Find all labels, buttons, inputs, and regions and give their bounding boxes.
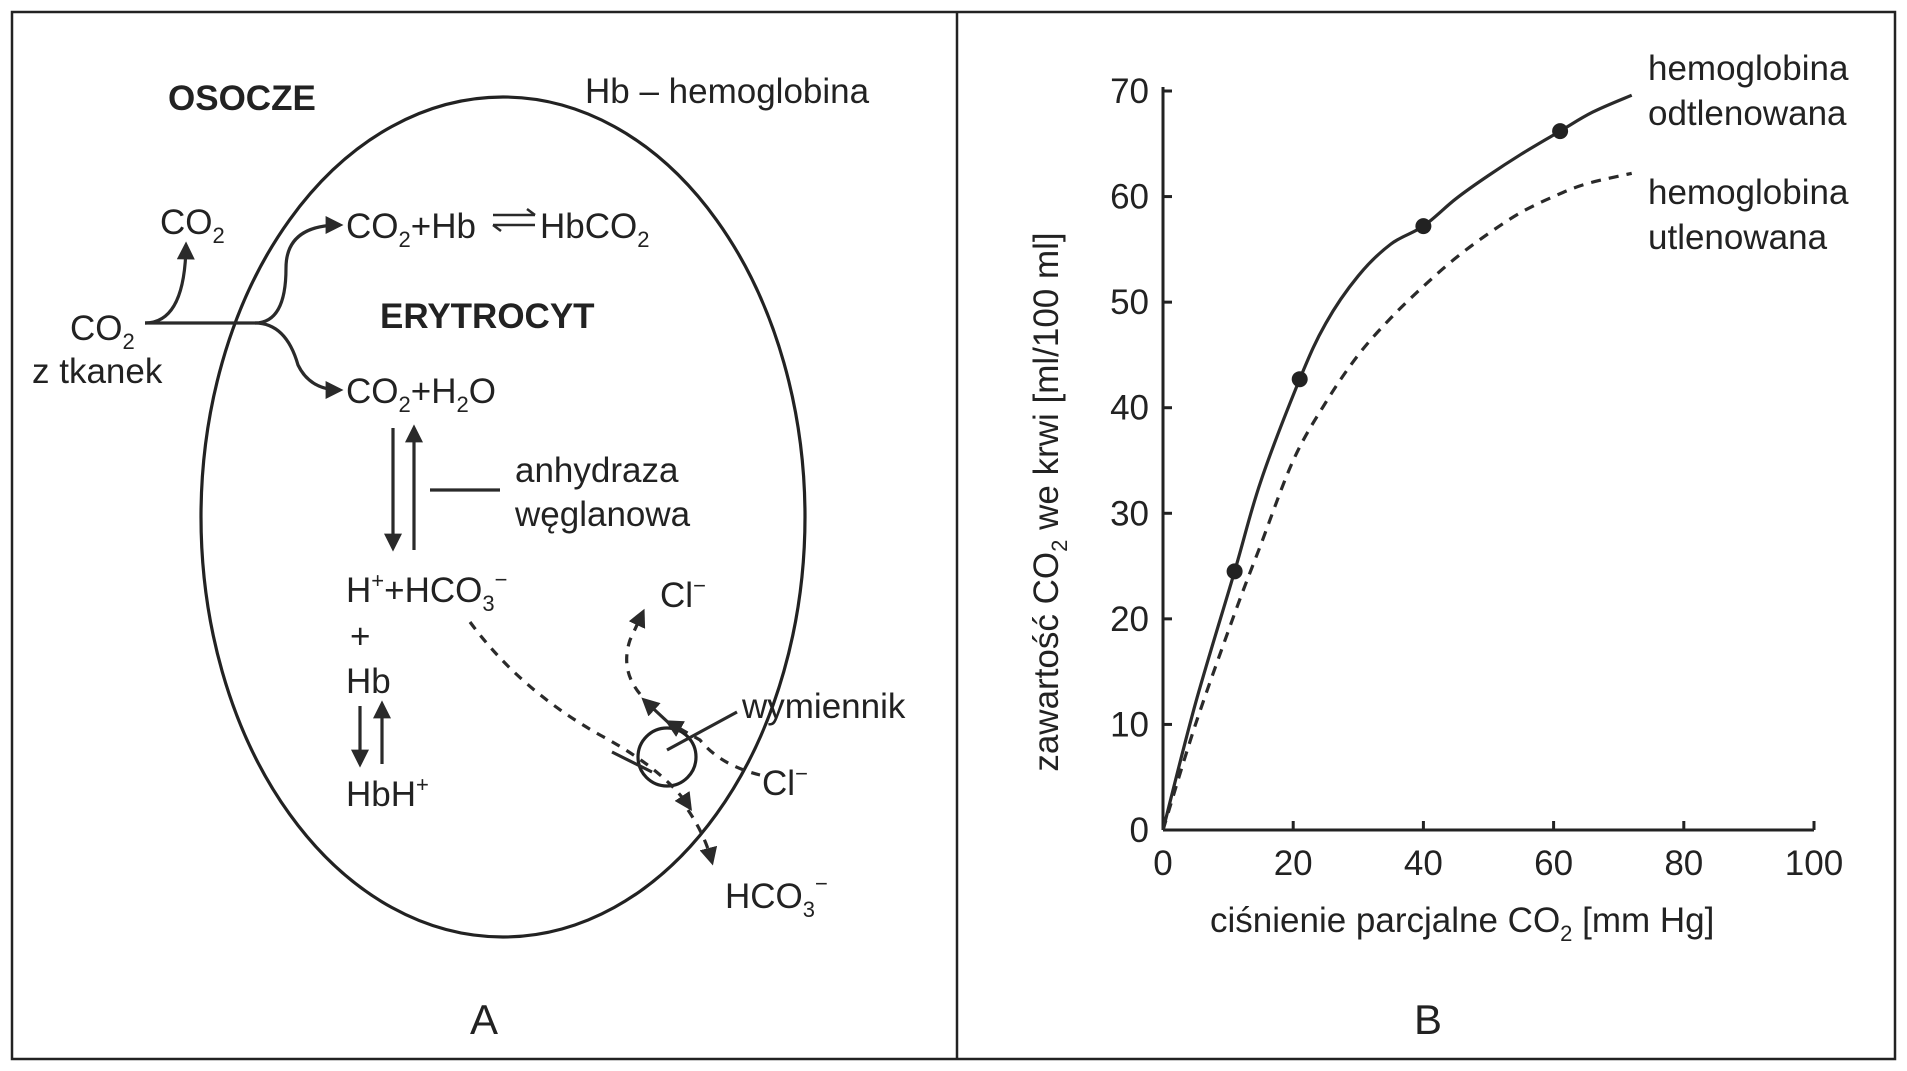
panel-a: OSOCZE Hb – hemoglobina ERYTROCYT CO2 z … [32,72,906,1043]
data-point [1552,123,1569,140]
y-tick-label: 70 [1110,72,1149,111]
x-tick-label: 20 [1274,844,1313,883]
figure-frame [10,10,1897,1061]
arrow-hco3-out-2 [686,809,718,866]
y-tick-label: 0 [1130,811,1149,850]
exchanger-circle [636,726,698,788]
series-line-1 [1161,93,1633,831]
ylabel: zawartość CO2 we krwi [ml/100 ml] [1027,232,1072,771]
hco3-outside: HCO3− [725,871,828,922]
series2-label-line2: utlenowana [1648,218,1828,257]
ions-h-hco3: H++HCO3− [346,567,507,616]
reaction-co2-water: CO2+H2O [346,372,496,417]
arrow-co2-to-hb [254,216,344,325]
erythrocyte-cell [199,95,807,939]
xlabel: ciśnienie parcjalne CO2 [mm Hg] [1210,901,1714,946]
y-tick-label: 40 [1110,389,1149,428]
x-tick-label: 60 [1534,844,1573,883]
y-tick-label: 10 [1110,705,1149,744]
series1-label-line2: odtlenowana [1648,94,1847,133]
reaction-co2-hb: CO2+Hb [346,207,476,252]
arrow-co2-to-plasma [144,241,195,325]
y-tick-label: 20 [1110,600,1149,639]
data-point [1291,371,1308,388]
exchanger-entry-line [611,750,653,774]
x-tick-label: 80 [1664,844,1703,883]
arrow-cl-solid [641,697,674,728]
erythrocyte-label: ERYTROCYT [380,297,595,336]
hb-label: Hb [346,662,391,701]
enzyme-label: anhydraza [515,451,679,490]
exchanger-label: wymiennik [741,687,906,726]
co2-from-tissue: CO2 [70,309,135,354]
cl-bottom: Cl− [762,761,808,803]
y-tick-label: 30 [1110,494,1149,533]
chart: 0 20 40 60 80 100 0 10 20 30 40 50 60 70 [1110,72,1843,883]
equilibrium-arrows-icon [492,208,536,232]
data-point [1415,218,1432,235]
series-line-2 [1161,171,1633,831]
co2-plasma: CO2 [160,203,225,248]
exchanger-pointer [666,710,738,752]
panel-a-label: A [470,996,498,1043]
series2-label: hemoglobina [1648,173,1849,212]
y-tick-label: 50 [1110,283,1149,322]
x-tick-label: 100 [1785,844,1843,883]
reaction-hbco2: HbCO2 [540,207,650,252]
hemoglobin-legend: Hb – hemoglobina [585,72,870,111]
enzyme-label-line2: węglanowa [514,495,691,534]
arrow-cl-up [625,608,646,696]
x-tick-label: 40 [1404,844,1443,883]
cl-top: Cl− [660,573,706,615]
co2-from-tissue-line2: z tkanek [32,352,163,391]
plasma-label: OSOCZE [168,79,316,118]
arrow-co2-to-water [254,321,344,399]
arrow-hco3-out [468,621,692,812]
panel-b-label: B [1414,996,1442,1043]
x-tick-label: 0 [1153,844,1172,883]
data-point [1226,563,1243,580]
hbh-label: HbH+ [346,772,429,814]
plus-sign: + [350,617,370,656]
arrow-cl-in [664,720,761,777]
series1-label: hemoglobina [1648,49,1849,88]
panel-b: 0 20 40 60 80 100 0 10 20 30 40 50 60 70 zawartość CO… [1027,49,1849,1043]
y-tick-label: 60 [1110,178,1149,217]
